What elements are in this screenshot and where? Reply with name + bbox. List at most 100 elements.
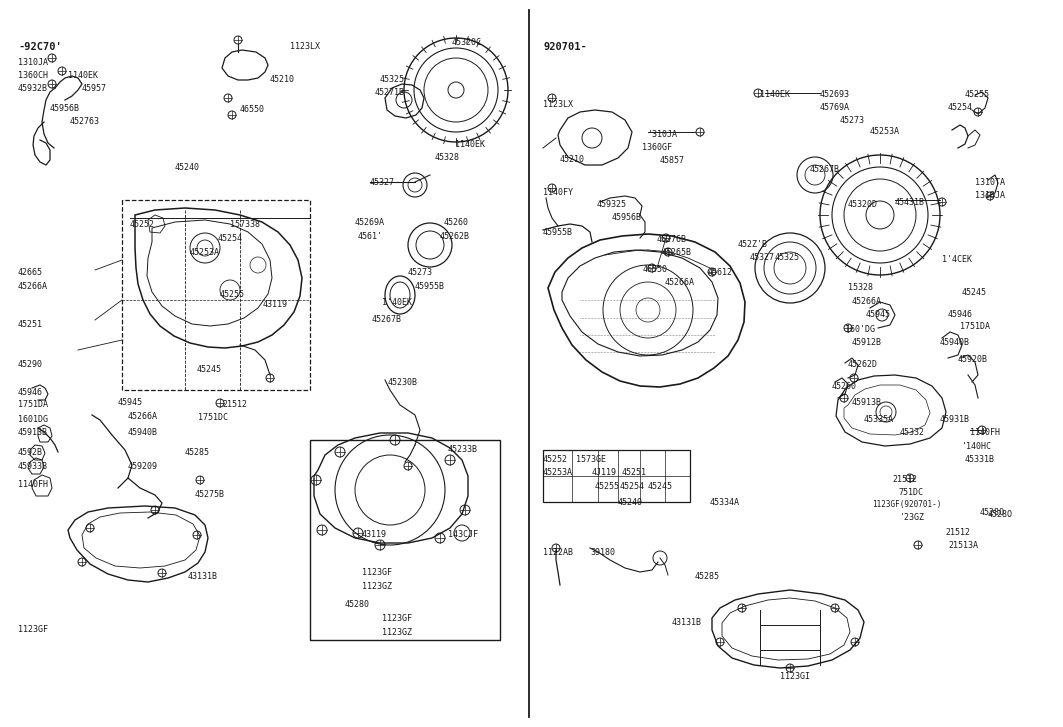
Text: 459325: 459325 [597, 200, 627, 209]
Text: 45940B: 45940B [128, 428, 158, 437]
Text: 45327: 45327 [370, 178, 395, 187]
Text: 452693: 452693 [820, 90, 850, 99]
Text: 1123LX: 1123LX [543, 100, 573, 109]
Text: 45331B: 45331B [965, 455, 995, 464]
Text: 1123GF: 1123GF [18, 625, 48, 634]
Text: 45265B: 45265B [662, 248, 692, 257]
Text: 45956B: 45956B [50, 104, 80, 113]
Text: '23GZ: '23GZ [900, 513, 925, 522]
Text: 45932B: 45932B [18, 84, 48, 93]
Text: 4592B: 4592B [18, 448, 43, 457]
Text: 1123GZ: 1123GZ [362, 582, 392, 591]
Text: 45240: 45240 [175, 163, 200, 172]
Text: 45955B: 45955B [415, 282, 445, 291]
Text: 1140EK: 1140EK [455, 140, 485, 149]
Text: 15328: 15328 [848, 283, 873, 292]
Text: 1751DA: 1751DA [18, 400, 48, 409]
Text: 45913B: 45913B [853, 398, 882, 407]
Text: 45276B: 45276B [657, 235, 687, 244]
Text: 45251: 45251 [622, 468, 647, 477]
Text: 45920B: 45920B [958, 355, 988, 364]
Text: 43131B: 43131B [672, 618, 702, 627]
Text: 45262B: 45262B [440, 232, 470, 241]
Text: 21513A: 21513A [948, 541, 978, 550]
Text: 45266A: 45266A [18, 282, 48, 291]
Text: 45266A: 45266A [853, 297, 882, 306]
Text: 1360CH: 1360CH [18, 71, 48, 80]
Text: 45933B: 45933B [18, 462, 48, 471]
Text: 1140EK: 1140EK [760, 90, 790, 99]
Text: 45945: 45945 [866, 310, 891, 319]
Text: 45252: 45252 [543, 455, 568, 464]
Text: 45612: 45612 [708, 268, 733, 277]
Text: 42665: 42665 [18, 268, 43, 277]
Text: 45253A: 45253A [870, 127, 900, 136]
Text: 45325: 45325 [379, 75, 405, 84]
Text: 45267B: 45267B [810, 165, 840, 174]
Text: 45240: 45240 [618, 498, 643, 507]
Text: 1310JA: 1310JA [18, 58, 48, 67]
Text: 21512: 21512 [222, 400, 247, 409]
Text: 45769A: 45769A [820, 103, 850, 112]
Text: 45254: 45254 [620, 482, 645, 491]
Text: -92C70': -92C70' [18, 42, 62, 52]
Text: 452763: 452763 [70, 117, 100, 126]
Text: 43131B: 43131B [188, 572, 218, 581]
Text: 45946: 45946 [18, 388, 43, 397]
Text: 45230B: 45230B [388, 378, 418, 387]
Text: 1'40EK: 1'40EK [382, 298, 412, 307]
Text: 45252: 45252 [130, 220, 155, 229]
Text: 45335A: 45335A [864, 415, 894, 424]
Text: 45290: 45290 [18, 360, 43, 369]
Text: 4528O: 4528O [980, 508, 1005, 517]
Text: 45912B: 45912B [853, 338, 882, 347]
Text: 45957: 45957 [82, 84, 107, 93]
Text: 459209: 459209 [128, 462, 158, 471]
Text: 1123GF: 1123GF [362, 568, 392, 577]
Text: 751DC: 751DC [898, 488, 923, 497]
Text: 143CJF: 143CJF [448, 530, 478, 539]
Text: 45251: 45251 [18, 320, 43, 329]
Text: 45275B: 45275B [195, 490, 225, 499]
Text: 1751DC: 1751DC [198, 413, 227, 422]
Text: 45254: 45254 [218, 234, 243, 243]
Text: 1310JA: 1310JA [975, 191, 1005, 200]
Text: 45255: 45255 [220, 290, 244, 299]
Text: 1360GF: 1360GF [642, 143, 672, 152]
Text: 45285: 45285 [695, 572, 720, 581]
Text: 920701-: 920701- [543, 42, 587, 52]
Text: 1122AB: 1122AB [543, 548, 573, 557]
Text: 45253A: 45253A [543, 468, 573, 477]
Text: 4528O: 4528O [988, 510, 1013, 519]
Text: 1573GE: 1573GE [576, 455, 606, 464]
Text: 43119: 43119 [362, 530, 387, 539]
Text: 45255: 45255 [595, 482, 620, 491]
Text: 45857: 45857 [660, 156, 685, 165]
Text: 45320C: 45320C [452, 38, 482, 47]
Text: 1751DA: 1751DA [960, 322, 990, 331]
Text: 45210: 45210 [270, 75, 296, 84]
Text: 45233B: 45233B [448, 445, 478, 454]
Text: 45210: 45210 [560, 155, 585, 164]
Text: 39180: 39180 [590, 548, 615, 557]
Text: 1123GI: 1123GI [780, 672, 810, 681]
Text: 45913B: 45913B [18, 428, 48, 437]
Text: 45260: 45260 [832, 382, 857, 391]
Text: '140HC: '140HC [962, 442, 992, 451]
Text: 45267B: 45267B [372, 315, 402, 324]
Text: 45273: 45273 [840, 116, 865, 125]
Text: 45260: 45260 [444, 218, 469, 227]
Text: 45931B: 45931B [940, 415, 971, 424]
Text: 157338: 157338 [230, 220, 260, 229]
Text: 45285: 45285 [185, 448, 210, 457]
Text: 1601DG: 1601DG [18, 415, 48, 424]
Text: 21512: 21512 [945, 528, 971, 537]
Text: 45334A: 45334A [710, 498, 740, 507]
Text: 45271B: 45271B [375, 88, 405, 97]
Text: 45253A: 45253A [190, 248, 220, 257]
Text: 45945: 45945 [118, 398, 144, 407]
Text: 45320D: 45320D [848, 200, 878, 209]
Text: 45280: 45280 [345, 600, 370, 609]
Text: 1123GF(920701-): 1123GF(920701-) [872, 500, 942, 509]
Text: 46550: 46550 [240, 105, 265, 114]
